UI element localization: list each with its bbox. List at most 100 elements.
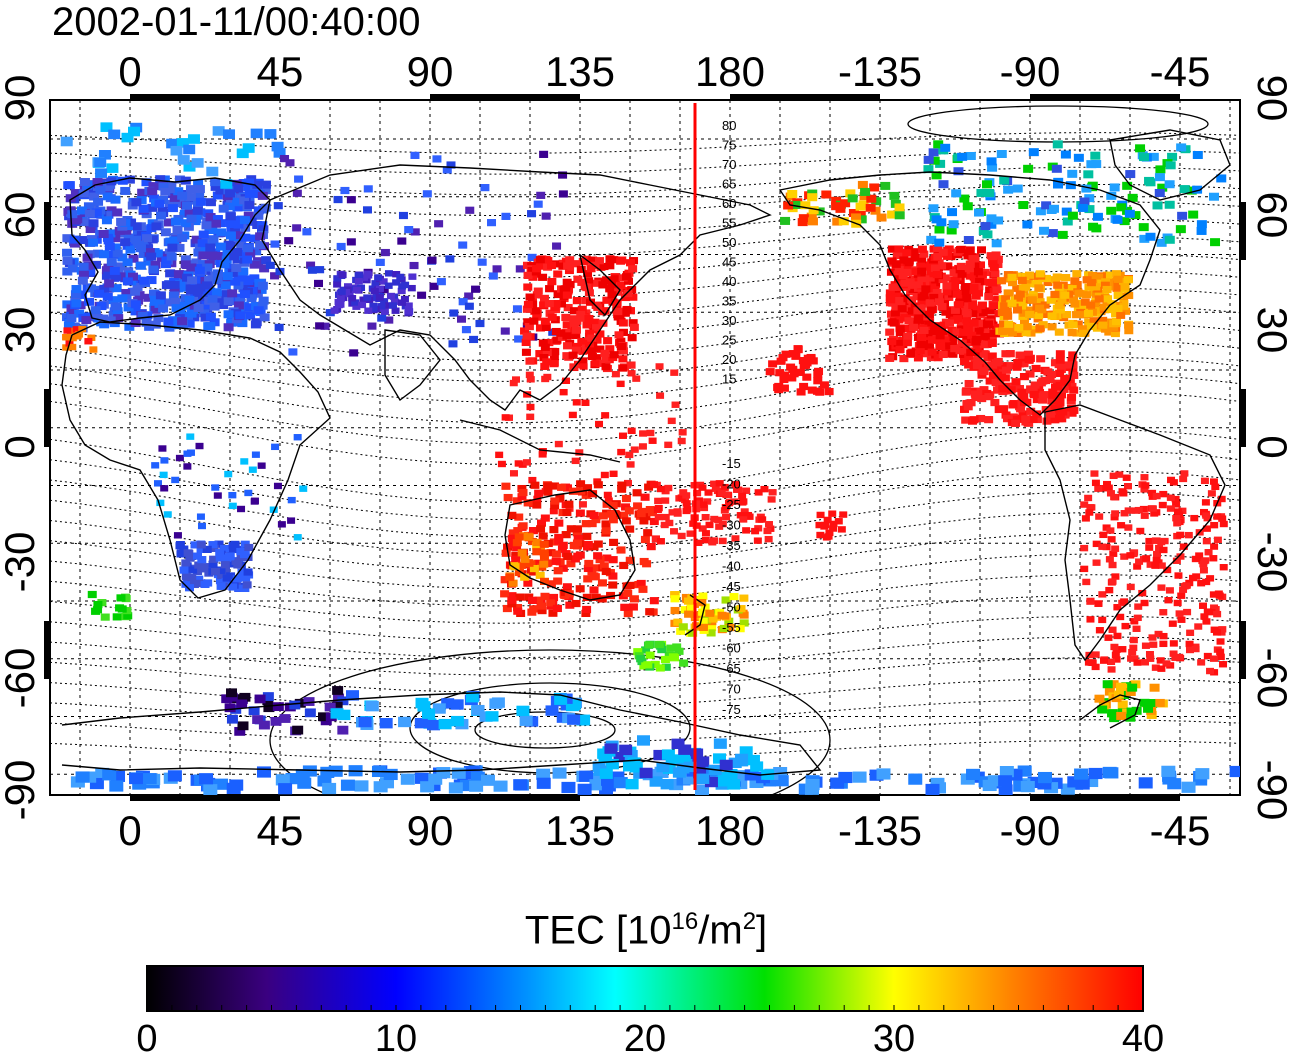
tec-cell <box>1169 650 1178 657</box>
tec-cell <box>225 218 236 227</box>
tec-cell <box>1035 325 1045 333</box>
tec-cell <box>1201 499 1210 506</box>
tec-cell <box>1108 578 1117 585</box>
tec-cell <box>458 298 468 306</box>
tec-cell <box>1143 704 1154 713</box>
tec-cell <box>1157 584 1166 591</box>
tec-cell <box>173 532 182 539</box>
tec-cell <box>101 216 112 225</box>
tec-cell <box>165 269 176 278</box>
tec-cell <box>254 694 266 704</box>
tec-cell <box>159 471 168 479</box>
tec-cell <box>109 780 124 792</box>
tec-cell <box>1098 316 1108 325</box>
x-tick-label-bottom: 0 <box>118 807 141 854</box>
tec-cell <box>888 283 898 291</box>
tec-cell <box>764 535 773 543</box>
tec-cell <box>147 187 158 196</box>
tec-cell <box>194 185 205 194</box>
tec-cell <box>1034 311 1044 320</box>
tec-cell <box>84 338 93 345</box>
tec-cell <box>1007 273 1017 281</box>
tec-cell <box>147 235 158 244</box>
axis-band <box>130 94 280 100</box>
tec-cell <box>520 555 530 563</box>
tec-cell <box>613 313 623 321</box>
tec-cell <box>105 229 116 238</box>
tec-cell <box>1109 183 1120 192</box>
tec-cell <box>130 300 141 309</box>
tec-cell <box>963 236 974 245</box>
tec-cell <box>677 437 686 445</box>
tec-cell <box>993 255 1003 263</box>
tec-cell <box>734 486 743 493</box>
tec-cell <box>739 516 748 523</box>
tec-cell <box>576 310 586 319</box>
tec-cell <box>902 249 912 257</box>
tec-cell <box>380 298 389 305</box>
tec-cell <box>530 481 540 489</box>
tec-cell <box>706 629 716 637</box>
tec-cell <box>330 307 339 314</box>
tec-cell <box>698 484 707 491</box>
tec-cell <box>514 513 524 521</box>
tec-cell <box>887 210 898 219</box>
tec-cell <box>565 280 575 289</box>
tec-cell <box>1090 151 1101 160</box>
tec-cell <box>104 279 115 288</box>
tec-cell <box>513 607 523 615</box>
tec-cell <box>529 564 539 573</box>
x-tick-label-top: 135 <box>545 48 615 95</box>
tec-cell <box>1091 479 1100 487</box>
tec-cell <box>464 292 474 300</box>
tec-cell <box>362 206 372 214</box>
tec-cell <box>232 197 243 206</box>
tec-cell <box>1175 225 1186 234</box>
tec-cell <box>724 499 733 507</box>
tec-cell <box>835 204 846 213</box>
tec-cell <box>154 199 165 208</box>
tec-cell <box>721 596 731 604</box>
tec-cell <box>216 566 226 575</box>
tec-cell <box>450 715 464 727</box>
tec-cell <box>1130 655 1139 662</box>
tec-cell <box>1206 667 1215 675</box>
tec-cell <box>228 583 238 591</box>
tec-cell <box>576 265 586 274</box>
tec-cell <box>154 299 165 308</box>
tec-cell <box>686 530 695 537</box>
tec-cell <box>1179 543 1188 550</box>
tec-cell <box>646 429 655 437</box>
tec-cell <box>303 697 315 706</box>
tec-cell <box>163 511 172 518</box>
tec-cell <box>562 583 572 591</box>
tec-cell <box>930 328 940 336</box>
tec-cell <box>1107 709 1118 718</box>
tec-cell <box>780 371 790 379</box>
tec-cell <box>765 368 775 376</box>
tec-cell <box>754 489 763 496</box>
tec-cell <box>1229 765 1240 778</box>
tec-cell <box>132 283 143 292</box>
tec-cell <box>183 450 192 457</box>
tec-cell <box>1175 653 1184 661</box>
tec-cell <box>1098 591 1107 598</box>
tec-cell <box>209 302 220 311</box>
tec-cell <box>674 647 684 655</box>
tec-cell <box>975 277 985 286</box>
tec-cell <box>278 783 293 795</box>
tec-cell <box>546 599 556 607</box>
tec-cell <box>451 767 466 779</box>
tec-cell <box>998 775 1013 787</box>
tec-cell <box>1032 410 1042 418</box>
tec-cell <box>422 708 436 719</box>
tec-cell <box>1060 783 1075 795</box>
tec-cell <box>337 288 346 295</box>
tec-cell <box>183 549 193 557</box>
tec-cell <box>987 339 997 347</box>
tec-cell <box>636 655 646 663</box>
tec-cell <box>235 311 246 320</box>
contour-line <box>50 166 1240 196</box>
y-tick-label-left: 60 <box>0 192 43 239</box>
tec-cell <box>128 254 139 263</box>
